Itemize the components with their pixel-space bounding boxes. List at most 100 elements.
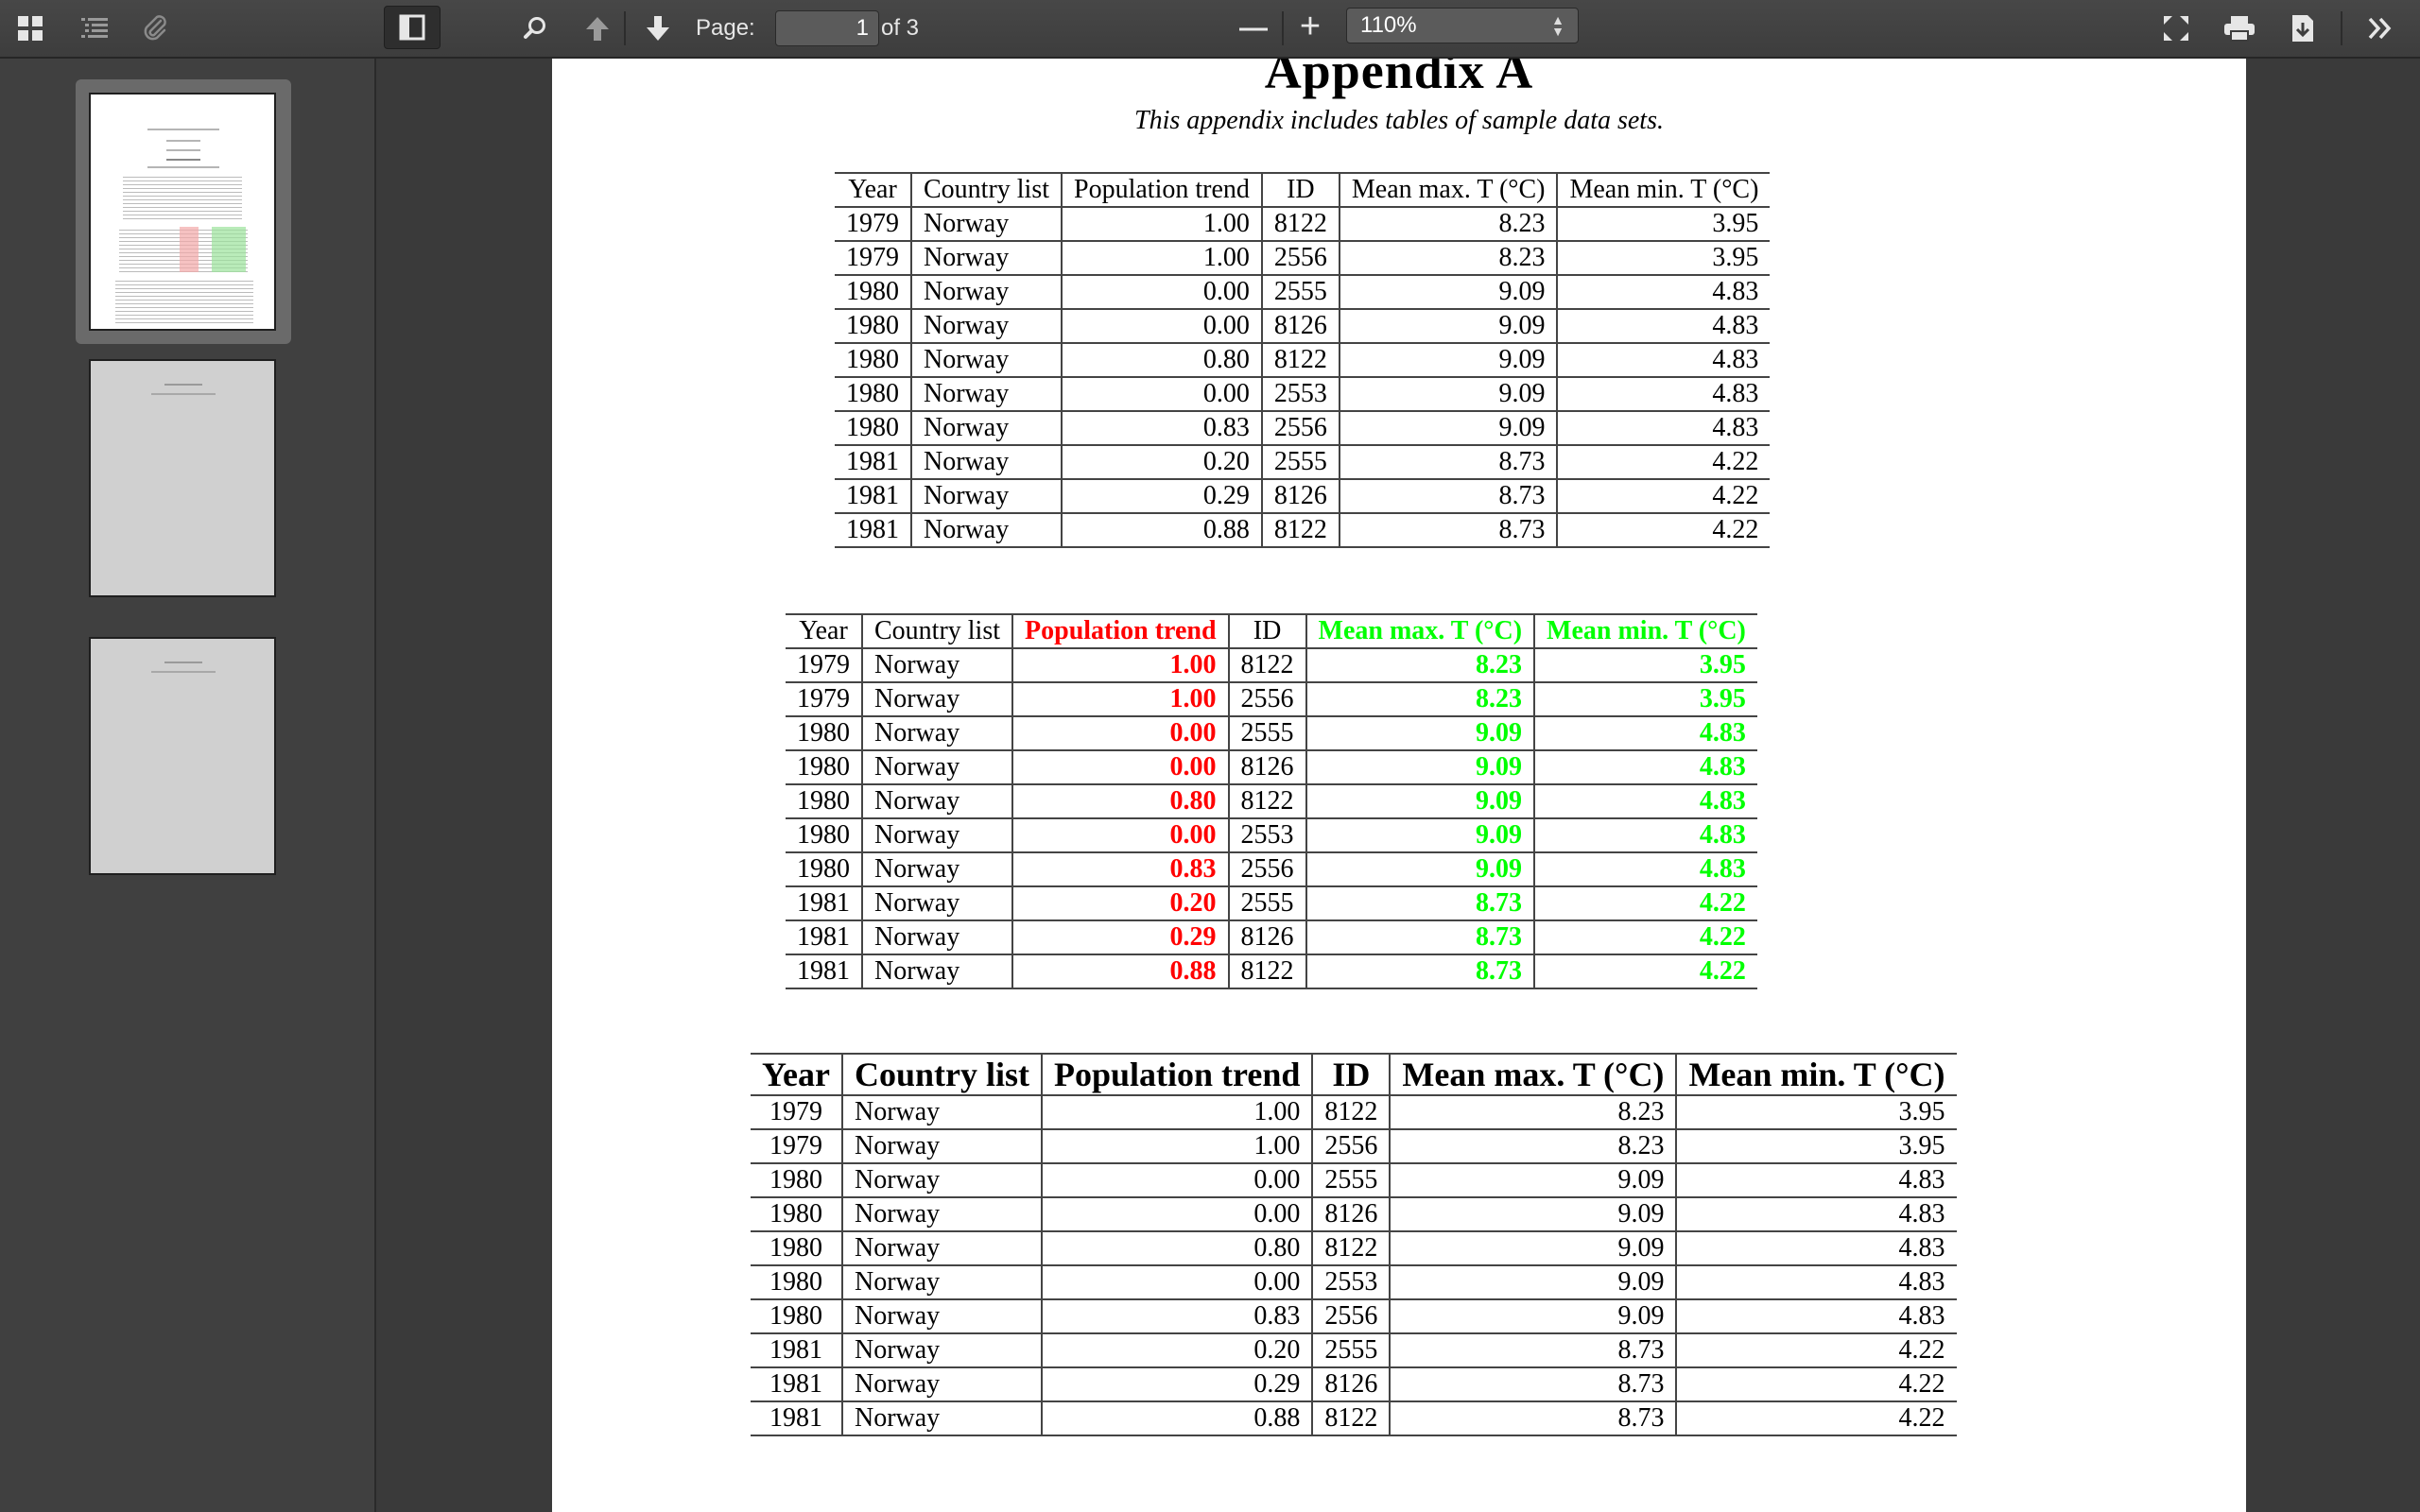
table-cell: 2556: [1311, 1129, 1391, 1164]
table-cell: 1980: [786, 716, 862, 751]
table-cell: 8.23: [1305, 682, 1535, 717]
table-row: 1979 Norway 1.00 8122 8.23 3.95: [835, 207, 1771, 242]
table-cell: 0.29: [1011, 920, 1229, 955]
table-cell: 8.73: [1338, 513, 1558, 548]
table-cell: 9.09: [1389, 1197, 1677, 1232]
table-cell: Norway: [840, 1163, 1042, 1198]
table-cell: Norway: [860, 886, 1013, 921]
table-cell: 3.95: [1533, 648, 1757, 683]
table-row: 1980 Norway 0.00 8126 9.09 4.83: [835, 309, 1771, 344]
table-cell: 8.23: [1389, 1095, 1677, 1130]
download-icon[interactable]: [2284, 9, 2322, 47]
table-cell: 2556: [1227, 682, 1306, 717]
table-cell: Norway: [840, 1265, 1042, 1300]
table-cell: 1980: [835, 377, 911, 412]
table-row: 1980 Norway 0.00 2555 9.09 4.83: [751, 1163, 1957, 1198]
table-cell: 4.83: [1533, 784, 1757, 819]
search-icon[interactable]: [516, 9, 554, 47]
table-cell: Norway: [840, 1095, 1042, 1130]
table-cell: 8.23: [1338, 207, 1558, 242]
tools-menu-icon[interactable]: [2361, 9, 2399, 47]
table-cell: 1980: [751, 1231, 842, 1266]
table-cell: 4.83: [1675, 1265, 1957, 1300]
table-cell: 1979: [835, 241, 911, 276]
print-icon[interactable]: [2218, 9, 2261, 47]
table-cell: 9.09: [1338, 275, 1558, 310]
table-cell: 4.83: [1533, 750, 1757, 785]
table-cell: 0.83: [1011, 852, 1229, 887]
table-cell: 4.22: [1675, 1401, 1957, 1436]
table-cell: 1979: [786, 682, 862, 717]
thumbnail-page-2[interactable]: [76, 355, 291, 601]
table-row: 1981 Norway 0.29 8126 8.73 4.22: [751, 1367, 1957, 1402]
thumbnail-image: [89, 93, 276, 331]
table-cell: 4.83: [1675, 1163, 1957, 1198]
table-cell: Norway: [909, 241, 1063, 276]
table-cell: 8126: [1311, 1197, 1391, 1232]
table-cell: 4.83: [1675, 1197, 1957, 1232]
table-cell: 9.09: [1338, 411, 1558, 446]
table-header-row: Year Country list Population trend ID Mean m…: [786, 613, 1757, 649]
table-cell: Norway: [909, 445, 1063, 480]
column-header: Mean min. T (°C): [1675, 1053, 1957, 1096]
table-cell: 8.73: [1389, 1401, 1677, 1436]
table-cell: 9.09: [1305, 852, 1535, 887]
sidebar-toggle-icon[interactable]: [384, 6, 441, 49]
table-cell: 1979: [786, 648, 862, 683]
table-cell: 1980: [835, 343, 911, 378]
table-cell: 1981: [751, 1333, 842, 1368]
table-cell: Norway: [909, 343, 1063, 378]
appendix-heading: Appendix A: [1264, 59, 1534, 99]
column-header: ID: [1311, 1053, 1391, 1096]
table-cell: 3.95: [1675, 1095, 1957, 1130]
thumbnail-page-3[interactable]: [76, 633, 291, 879]
thumbnail-page-1[interactable]: [76, 79, 291, 344]
zoom-in-button[interactable]: +: [1299, 6, 1322, 46]
table-cell: 1981: [835, 445, 911, 480]
table-row: 1981 Norway 0.88 8122 8.73 4.22: [786, 954, 1757, 989]
table-cell: 0.29: [1040, 1367, 1313, 1402]
next-page-icon[interactable]: [639, 9, 677, 47]
table-row: 1981 Norway 0.88 8122 8.73 4.22: [751, 1401, 1957, 1436]
table-row: 1981 Norway 0.29 8126 8.73 4.22: [786, 920, 1757, 955]
table-cell: 2553: [1260, 377, 1340, 412]
table-cell: 8.73: [1389, 1333, 1677, 1368]
column-header: Country list: [840, 1053, 1042, 1096]
table-cell: 1979: [835, 207, 911, 242]
table-cell: 0.00: [1011, 818, 1229, 853]
table-cell: Norway: [840, 1197, 1042, 1232]
table-cell: 0.00: [1011, 750, 1229, 785]
column-header: ID: [1260, 172, 1340, 208]
outline-view-icon[interactable]: [76, 9, 113, 47]
zoom-select[interactable]: 110% ▲ ▼: [1346, 8, 1579, 43]
page-number-input[interactable]: [775, 10, 879, 46]
table-row: 1980 Norway 0.80 8122 9.09 4.83: [835, 343, 1771, 378]
column-header: Mean max. T (°C): [1389, 1053, 1677, 1096]
table-cell: 2556: [1227, 852, 1306, 887]
table-row: 1981 Norway 0.88 8122 8.73 4.22: [835, 513, 1771, 548]
previous-page-icon[interactable]: [579, 9, 616, 47]
table-cell: 1.00: [1061, 241, 1262, 276]
table-header-row: Year Country list Population trend ID Mean m…: [835, 172, 1771, 208]
table-cell: 0.83: [1061, 411, 1262, 446]
attachments-icon[interactable]: [136, 9, 174, 47]
table-cell: 2556: [1311, 1299, 1391, 1334]
page-count: of 3: [881, 15, 920, 41]
table-cell: 8.73: [1338, 445, 1558, 480]
table-cell: 4.22: [1533, 954, 1757, 989]
table-cell: 9.09: [1305, 818, 1535, 853]
table-cell: Norway: [840, 1333, 1042, 1368]
table-cell: 3.95: [1675, 1129, 1957, 1164]
table-cell: Norway: [909, 479, 1063, 514]
table-row: 1980 Norway 0.83 2556 9.09 4.83: [835, 411, 1771, 446]
zoom-out-button[interactable]: —: [1239, 12, 1268, 43]
column-header: Population trend: [1040, 1053, 1313, 1096]
table-cell: 4.83: [1533, 818, 1757, 853]
table-cell: 0.20: [1011, 886, 1229, 921]
thumbnail-view-icon[interactable]: [11, 9, 49, 47]
table-cell: 1980: [835, 309, 911, 344]
table-header-row: Year Country list Population trend ID Mean m…: [751, 1053, 1957, 1096]
thumbnail-sidebar: [0, 59, 376, 1512]
table-cell: 8122: [1260, 513, 1340, 548]
presentation-mode-icon[interactable]: [2155, 9, 2197, 47]
